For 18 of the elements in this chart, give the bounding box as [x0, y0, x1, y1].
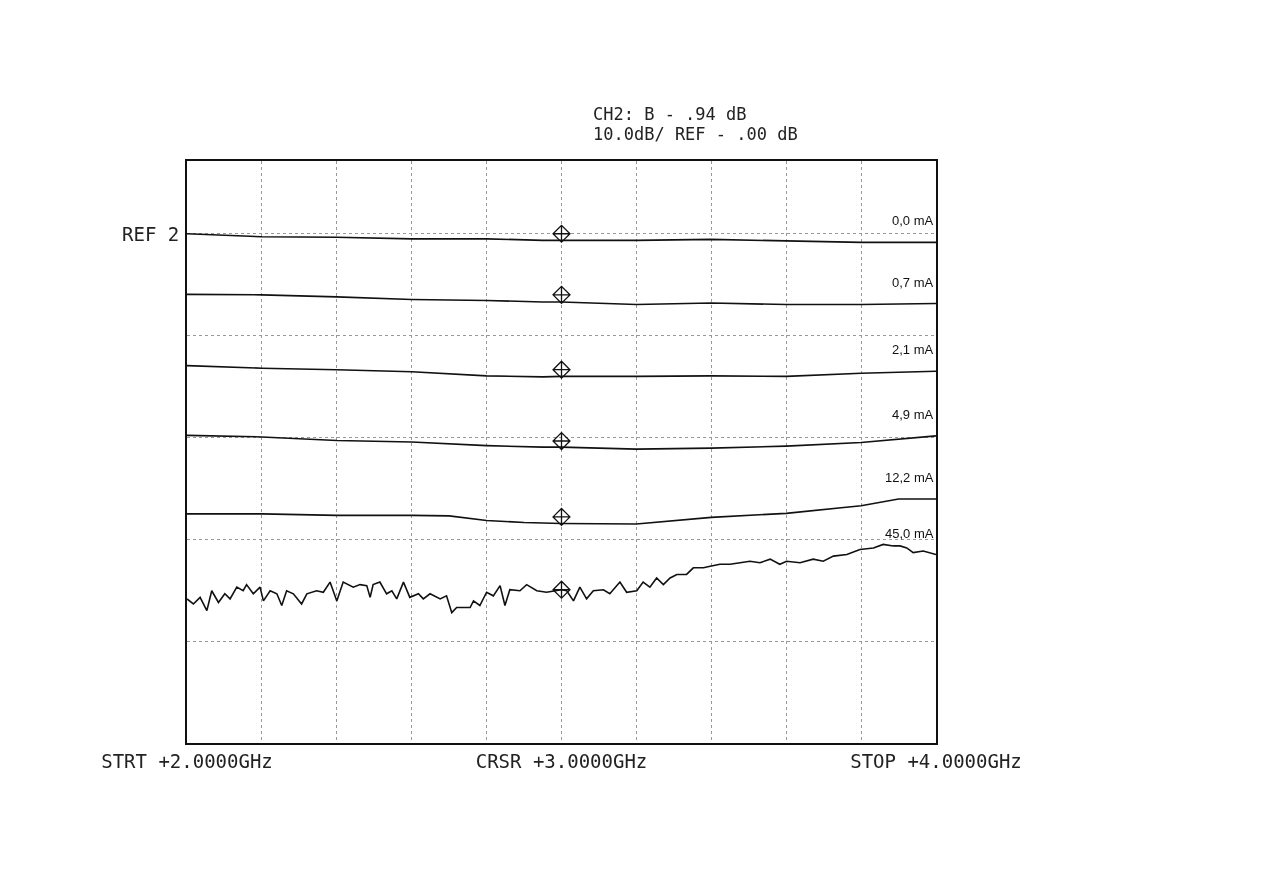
text: CH2: B - .94 dB — [593, 104, 747, 124]
series-label: 4,9 mA — [892, 407, 934, 422]
x-tick-label: CRSR +3.0000GHz — [475, 749, 648, 772]
point — [552, 285, 571, 304]
series-label: 0,0 mA — [892, 213, 934, 228]
annotation: REF 2 — [122, 223, 180, 245]
series-label: 0,7 mA — [892, 275, 934, 290]
x-tick-label: STRT +2.0000GHz — [101, 749, 273, 772]
point — [552, 360, 571, 379]
series-label: 2,1 mA — [892, 342, 934, 357]
series-label: 45,0 mA — [885, 526, 934, 541]
point — [552, 431, 571, 451]
point — [552, 580, 571, 599]
x-tick-label: STOP +4.0000GHz — [850, 749, 1022, 772]
series-label: 12,2 mA — [885, 470, 934, 485]
point — [552, 507, 571, 526]
point — [552, 224, 571, 243]
text: 10.0dB/ REF - .00 dB — [593, 124, 798, 144]
